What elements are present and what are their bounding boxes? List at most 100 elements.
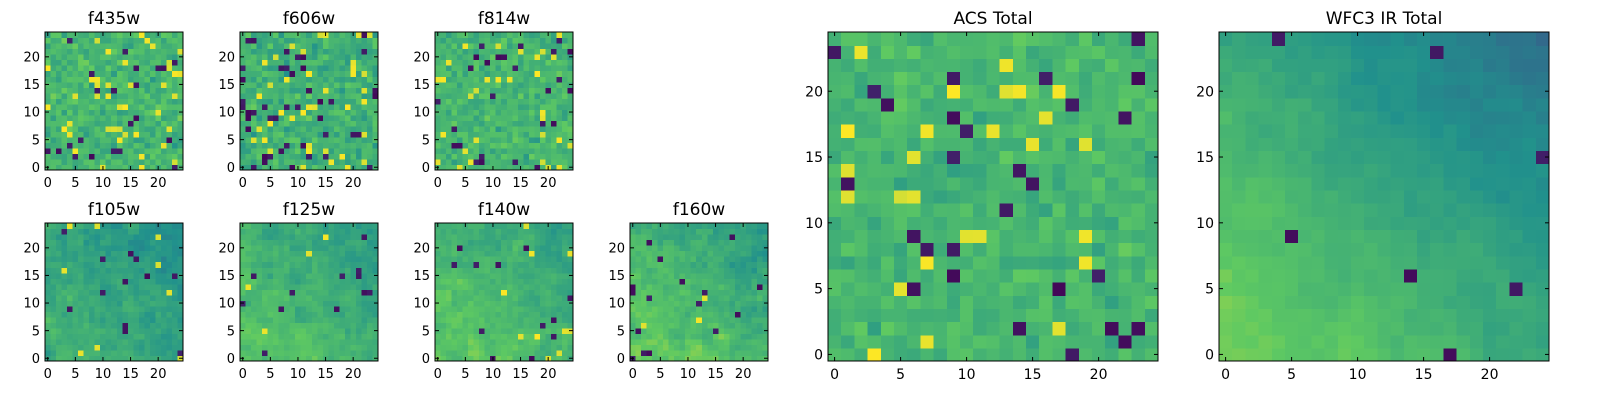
heatmap-cell bbox=[278, 125, 285, 132]
heatmap-cell bbox=[517, 54, 524, 61]
heatmap-cell bbox=[1065, 347, 1080, 362]
heatmap-cell bbox=[50, 228, 57, 235]
heatmap-cell bbox=[144, 98, 151, 105]
heatmap-cell bbox=[78, 65, 85, 72]
heatmap-cell bbox=[946, 189, 961, 204]
heatmap-cell bbox=[317, 344, 324, 351]
heatmap-cell bbox=[490, 261, 497, 268]
heatmap-cell bbox=[267, 153, 274, 160]
heatmap-cell bbox=[674, 250, 681, 257]
heatmap-cell bbox=[56, 131, 63, 138]
heatmap-cell bbox=[517, 76, 524, 83]
heatmap-cell bbox=[256, 37, 263, 44]
heatmap-cell bbox=[1118, 321, 1133, 336]
heatmap-cell bbox=[262, 48, 269, 55]
heatmap-cell bbox=[894, 347, 908, 362]
heatmap-cell bbox=[718, 327, 725, 334]
heatmap-cell bbox=[468, 261, 475, 268]
heatmap-cell bbox=[56, 32, 63, 39]
heatmap-cell bbox=[166, 289, 173, 296]
heatmap-cell bbox=[61, 136, 68, 143]
heatmap-cell bbox=[273, 294, 280, 301]
heatmap-cell bbox=[67, 114, 74, 121]
heatmap-cell bbox=[528, 256, 535, 263]
heatmap-cell bbox=[435, 316, 442, 323]
heatmap-cell bbox=[841, 189, 855, 204]
heatmap-cell bbox=[635, 349, 642, 357]
heatmap-cell bbox=[484, 228, 491, 235]
heatmap-cell bbox=[267, 125, 274, 132]
heatmap-cell bbox=[1026, 255, 1040, 270]
heatmap-cell bbox=[78, 316, 85, 323]
heatmap-cell bbox=[517, 120, 524, 127]
heatmap-cell bbox=[946, 203, 961, 217]
heatmap-cell bbox=[67, 147, 74, 155]
heatmap-cell bbox=[144, 109, 151, 116]
heatmap-cell bbox=[707, 349, 714, 357]
heatmap-cell bbox=[295, 311, 302, 318]
heatmap-cell bbox=[83, 316, 90, 323]
heatmap-cell bbox=[1012, 334, 1027, 349]
heatmap-cell bbox=[506, 267, 513, 274]
heatmap-cell bbox=[50, 54, 57, 61]
heatmap-cell bbox=[745, 305, 753, 312]
heatmap-cell bbox=[177, 349, 184, 357]
heatmap-cell bbox=[495, 338, 502, 346]
heatmap-cell bbox=[534, 120, 541, 127]
heatmap-cell bbox=[89, 87, 96, 94]
heatmap-cell bbox=[495, 344, 502, 351]
heatmap-cell bbox=[894, 203, 908, 217]
heatmap-cell bbox=[138, 256, 145, 263]
heatmap-cell bbox=[556, 338, 563, 346]
heatmap-cell bbox=[344, 65, 351, 72]
heatmap-cell bbox=[105, 267, 112, 274]
heatmap-cell bbox=[361, 289, 368, 296]
heatmap-cell bbox=[111, 147, 118, 155]
heatmap-cell bbox=[707, 333, 714, 340]
heatmap-cell bbox=[322, 131, 329, 138]
heatmap-cell bbox=[333, 272, 340, 279]
heatmap-cell bbox=[630, 234, 637, 241]
heatmap-cell bbox=[366, 305, 374, 312]
heatmap-cell bbox=[83, 223, 90, 230]
heatmap-cell bbox=[350, 333, 357, 340]
heatmap-cell bbox=[1052, 189, 1067, 204]
heatmap-cell bbox=[372, 333, 379, 340]
heatmap-cell bbox=[457, 136, 464, 143]
heatmap-cell bbox=[317, 131, 324, 138]
heatmap-cell bbox=[361, 37, 368, 44]
heatmap-cell bbox=[311, 76, 318, 83]
heatmap-cell bbox=[328, 316, 335, 323]
y-tick-label: 15 bbox=[413, 269, 430, 284]
heatmap-cell bbox=[344, 153, 351, 160]
heatmap-cell bbox=[446, 256, 453, 263]
heatmap-cell bbox=[339, 250, 346, 257]
heatmap-cell bbox=[501, 37, 508, 44]
heatmap-cell bbox=[366, 355, 374, 362]
heatmap-cell bbox=[696, 261, 703, 268]
heatmap-cell bbox=[723, 316, 730, 323]
heatmap-cell bbox=[317, 114, 324, 121]
heatmap-cell bbox=[663, 294, 670, 301]
heatmap-cell bbox=[333, 311, 340, 318]
heatmap-cell bbox=[372, 120, 379, 127]
heatmap-cell bbox=[479, 125, 486, 132]
heatmap-cell bbox=[457, 120, 464, 127]
heatmap-cell bbox=[501, 327, 508, 334]
heatmap-cell bbox=[723, 245, 730, 252]
heatmap-cell bbox=[366, 322, 374, 329]
heatmap-cell bbox=[67, 158, 74, 166]
heatmap-cell bbox=[506, 234, 513, 241]
heatmap-cell bbox=[468, 283, 475, 290]
heatmap-cell bbox=[1144, 163, 1159, 178]
heatmap-cell bbox=[344, 131, 351, 138]
heatmap-cell bbox=[451, 164, 458, 171]
heatmap-cell bbox=[111, 327, 118, 334]
heatmap-cell bbox=[306, 245, 313, 252]
heatmap-cell bbox=[440, 311, 447, 318]
heatmap-cell bbox=[78, 142, 85, 149]
heatmap-cell bbox=[1092, 308, 1106, 323]
heatmap-cell bbox=[273, 311, 280, 318]
heatmap-cell bbox=[245, 261, 252, 268]
